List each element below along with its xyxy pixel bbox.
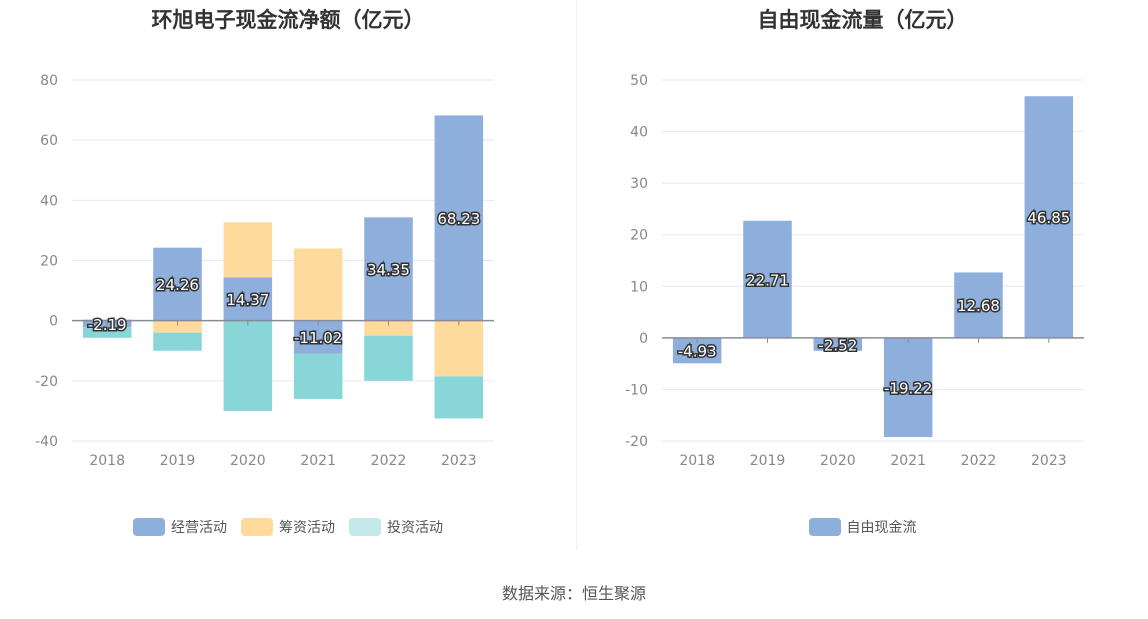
x-tick-label: 2023 [441,453,477,469]
bar-investing-2018[interactable] [82,327,132,338]
y-tick-label: 10 [630,279,648,295]
cashflow-legend: 经营活动 筹资活动 投资活动 [0,517,576,537]
x-tick-label: 2022 [961,453,997,469]
data-label-operating-2021: -11.02 [294,329,342,347]
y-tick-label: 0 [639,331,648,347]
cashflow-chart-svg: -40 -20 0 20 40 60 80 2018 2019 2020 2021 2022 2023 -… [35,73,494,469]
x-tick-label: 2021 [300,453,336,469]
bar-financing-2021[interactable] [293,248,343,321]
fcf-chart-svg: -20 -10 0 10 20 30 40 50 2018 2019 2020 2021 2022 202… [625,73,1084,469]
bar-operating-2022[interactable] [364,217,413,321]
legend-label-operating: 经营活动 [171,520,227,536]
y-tick-label: 80 [40,73,58,89]
bar-investing-2022[interactable] [364,335,413,381]
data-label-operating-2020: 14.37 [226,291,269,309]
y-tick-label: 40 [40,193,58,209]
data-label-fcf-2021: -19.22 [884,379,932,397]
data-label-operating-2023: 68.23 [437,210,480,228]
y-tick-label: -40 [35,434,58,450]
legend-item-investing[interactable]: 投资活动 [349,517,443,537]
bar-financing-2022[interactable] [364,320,413,336]
bar-financing-2020[interactable] [223,222,273,278]
bar-investing-2023[interactable] [434,376,484,419]
legend-swatch-investing [349,518,381,536]
x-tick-label: 2018 [89,453,125,469]
x-tick-label: 2020 [230,453,266,469]
bar-investing-2021[interactable] [293,353,343,399]
legend-item-operating[interactable]: 经营活动 [133,517,227,537]
cashflow-chart-panel: 环旭电子现金流净额（亿元） -40 -20 0 20 40 60 80 2018 2019 202… [0,0,576,550]
data-label-operating-2019: 24.26 [156,276,199,294]
data-label-operating-2022: 34.35 [367,261,410,279]
y-tick-label: 50 [630,73,648,89]
bar-fcf-2019[interactable] [743,220,792,338]
data-label-fcf-2023: 46.85 [1027,209,1070,227]
bar-fcf-2021[interactable] [883,337,933,437]
data-label-fcf-2018: -4.93 [678,343,717,361]
legend-swatch-financing [241,518,273,536]
y-tick-label: 40 [630,125,648,141]
data-label-fcf-2022: 12.68 [957,297,1000,315]
bar-financing-2019[interactable] [153,320,202,333]
x-tick-label: 2019 [160,453,196,469]
y-tick-label: 0 [49,314,58,330]
legend-label-investing: 投资活动 [387,520,443,536]
bar-financing-2023[interactable] [434,320,484,377]
cashflow-chart-title: 环旭电子现金流净额（亿元） [151,8,425,32]
bar-investing-2019[interactable] [153,332,202,351]
bar-investing-2020[interactable] [223,320,273,411]
data-label-fcf-2020: -2.52 [818,336,857,354]
data-source-note: 数据来源：恒生聚源 [501,584,646,603]
y-tick-label: 20 [40,254,58,270]
legend-swatch-operating [133,518,165,536]
y-tick-label: -20 [35,374,58,390]
panel-divider [576,0,577,550]
x-tick-label: 2020 [820,453,856,469]
legend-label-financing: 筹资活动 [279,520,335,536]
fcf-legend: 自由现金流 [577,517,1148,537]
bar-fcf-2023[interactable] [1024,96,1074,338]
legend-item-fcf[interactable]: 自由现金流 [808,517,917,537]
y-tick-label: 60 [40,133,58,149]
bar-operating-2019[interactable] [153,247,202,321]
x-tick-label: 2022 [371,453,407,469]
bar-operating-2021[interactable] [293,320,343,354]
y-tick-label: -20 [625,434,648,450]
data-label-fcf-2019: 22.71 [746,271,789,289]
legend-swatch-fcf [808,518,841,536]
data-label-operating-2018: -2.19 [88,316,127,334]
y-tick-label: 20 [630,228,648,244]
x-tick-label: 2018 [679,453,715,469]
bar-fcf-2020[interactable] [813,337,863,351]
x-tick-label: 2023 [1031,453,1067,469]
legend-label-fcf: 自由现金流 [846,520,917,536]
bar-financing-2018[interactable] [82,319,132,321]
x-tick-label: 2019 [750,453,786,469]
y-tick-label: -10 [625,382,648,398]
bar-operating-2020[interactable] [223,277,273,321]
legend-item-financing[interactable]: 筹资活动 [241,517,335,537]
x-tick-label: 2021 [890,453,926,469]
y-tick-label: 30 [630,176,648,192]
bar-operating-2023[interactable] [434,115,484,321]
fcf-chart-panel: 自由现金流量（亿元） -20 -10 0 10 20 30 40 50 2018 2019 2020… [577,0,1148,550]
fcf-chart-title: 自由现金流量（亿元） [757,8,968,32]
bar-fcf-2022[interactable] [954,272,1003,338]
